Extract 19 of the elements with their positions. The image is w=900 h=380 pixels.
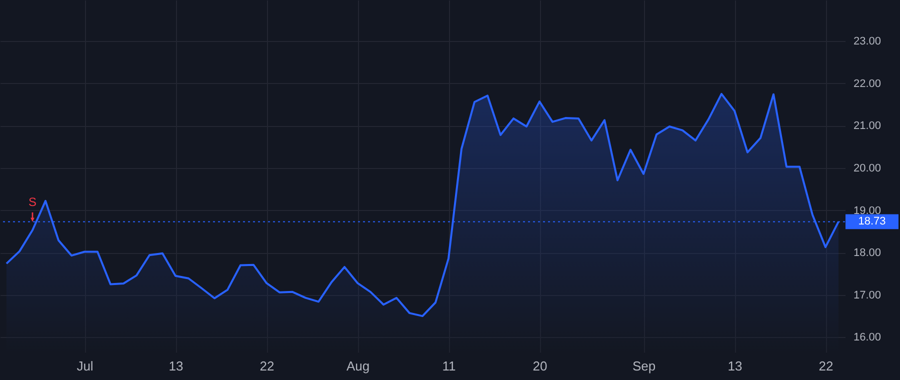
- x-tick-label: 22: [818, 358, 834, 374]
- y-tick-label: 17.00: [854, 289, 882, 302]
- x-tick-label: 13: [168, 358, 184, 374]
- y-tick-label: 20.00: [854, 162, 882, 174]
- x-tick-label: Sep: [632, 358, 656, 374]
- x-tick-label: 22: [260, 358, 274, 374]
- y-tick-label: 23.00: [854, 36, 882, 48]
- annotation: S: [28, 195, 37, 210]
- ref-line-label: 18.73: [858, 216, 886, 228]
- y-tick-label: 22.00: [854, 78, 882, 90]
- y-tick-label: 16.00: [854, 332, 882, 344]
- y-tick-label: 21.00: [854, 120, 882, 132]
- y-tick-label: 18.00: [854, 247, 882, 260]
- x-tick-label: 13: [728, 358, 742, 374]
- y-tick-label: 19.00: [854, 204, 882, 217]
- x-tick-label: Jul: [76, 358, 94, 374]
- x-tick-label: 20: [532, 358, 548, 374]
- x-tick-label: 11: [442, 358, 456, 374]
- x-tick-label: Aug: [346, 358, 370, 374]
